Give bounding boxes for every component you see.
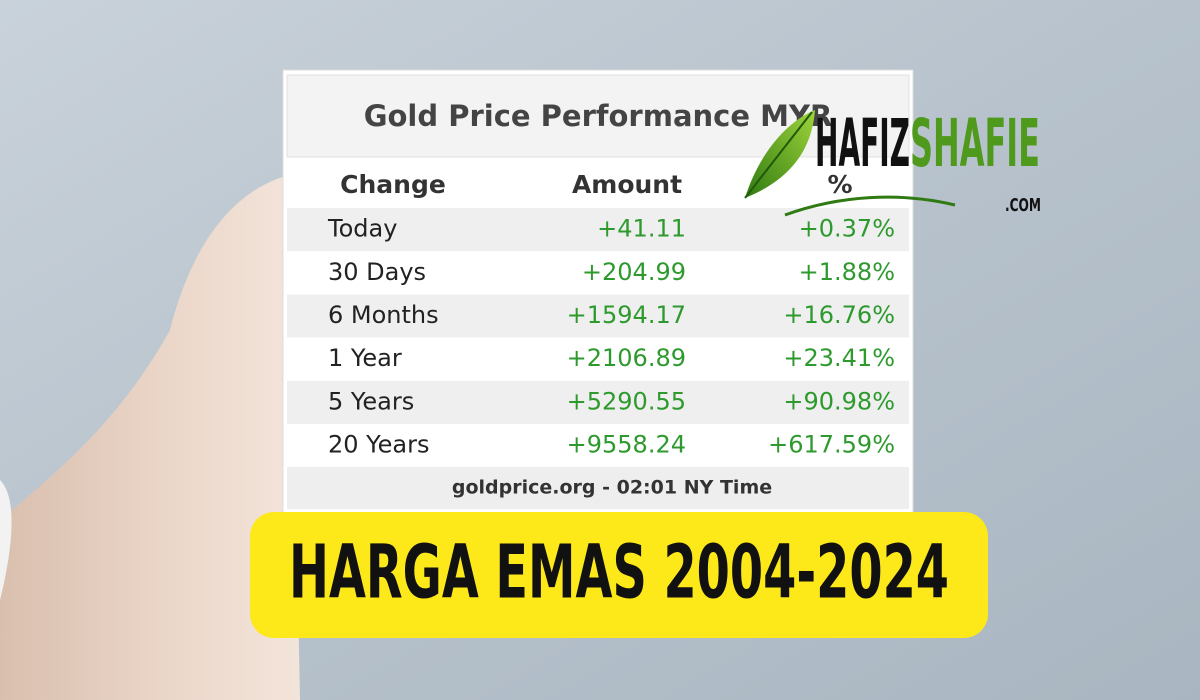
logo-suffix: .COM [1005,195,1041,216]
sleeve [0,480,12,600]
percent-cell: +617.59% [768,431,895,459]
percent-cell: +0.37% [799,215,895,243]
banner-box [250,512,988,638]
amount-cell: +41.11 [597,215,686,243]
row-label: 1 Year [328,344,402,372]
percent-cell: +90.98% [783,387,895,415]
banner: HARGA EMAS 2004-2024 [250,512,988,638]
row-shade [287,208,909,252]
row-label: 5 Years [328,387,414,415]
row-label: 6 Months [328,301,439,329]
logo: HAFIZ SHAFIE .COM [744,105,1041,217]
logo-first: HAFIZ [815,105,910,182]
row-label: 20 Years [328,431,429,459]
amount-cell: +2106.89 [567,344,686,372]
amount-cell: +5290.55 [567,387,686,415]
amount-cell: +1594.17 [567,301,686,329]
percent-cell: +16.76% [783,301,895,329]
percent-cell: +23.41% [783,344,895,372]
table-footer: goldprice.org - 02:01 NY Time [452,477,772,499]
amount-cell: +9558.24 [567,431,686,459]
logo-swoosh [784,195,956,217]
header-cell: Change [340,170,446,199]
row-label: Today [327,215,397,243]
table-title: Gold Price Performance MYR [364,99,833,133]
row-label: 30 Days [328,258,426,286]
banner-text: HARGA EMAS 2004-2024 [289,530,949,616]
amount-cell: +204.99 [582,258,686,286]
header-cell: Amount [572,170,682,199]
percent-cell: +1.88% [799,258,895,286]
logo-leaf-vein [744,111,813,199]
header-cell: % [827,170,852,199]
logo-second: SHAFIE [910,105,1040,182]
row-shade [287,380,909,424]
hand [0,175,300,700]
footer-bar [287,467,909,509]
row-shade [287,294,909,338]
